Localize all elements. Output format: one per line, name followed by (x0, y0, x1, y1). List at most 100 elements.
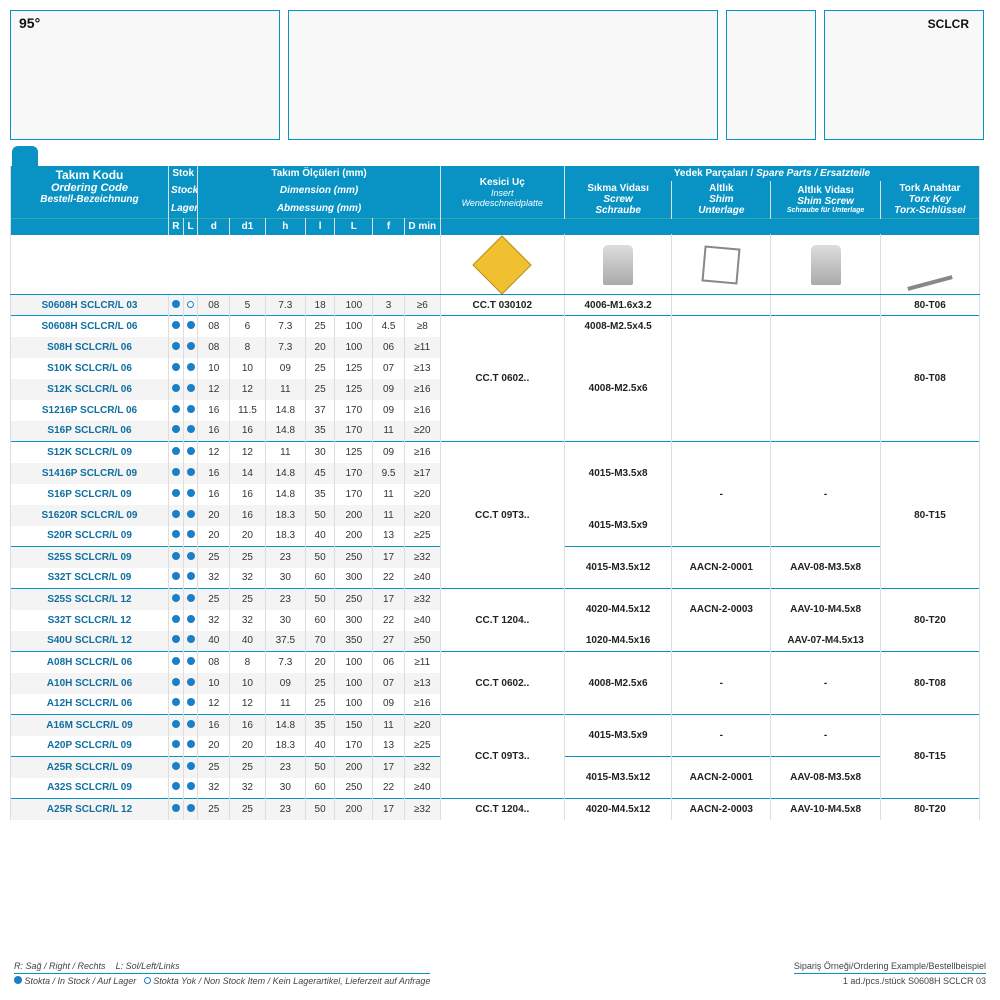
dim-d: 20 (198, 526, 230, 547)
stock-l (183, 589, 198, 610)
dot-full-icon (172, 510, 180, 518)
stock-r (168, 715, 183, 736)
dim-ll: 25 (305, 673, 334, 694)
icon-row (11, 235, 980, 295)
hdr-insert: Kesici Uç Insert Wendeschneidplatte (440, 166, 564, 219)
spare-torx: 80-T15 (880, 442, 979, 589)
ordering-code: S0608H SCLCR/L 03 (11, 295, 169, 316)
stock-r (168, 610, 183, 631)
spare-shim: AACN-2-0001 (672, 547, 771, 589)
stock-r (168, 526, 183, 547)
dot-full-icon (172, 740, 180, 748)
stock-l (183, 358, 198, 379)
dim-d: 16 (198, 421, 230, 442)
dimension-drawings (288, 10, 718, 140)
spare-shim: AACN-2-0003 (672, 589, 771, 631)
spare-shimscrew: AAV-07-M4.5x13 (771, 631, 881, 652)
dot-full-icon (172, 384, 180, 392)
ordering-code: S32T SCLCR/L 12 (11, 610, 169, 631)
dot-full-icon (172, 530, 180, 538)
dim-f: 9.5 (373, 463, 405, 484)
dim-h: 14.8 (265, 421, 305, 442)
spare-screw: 4015-M3.5x12 (564, 547, 671, 589)
hdr-screw: Sıkma Vidası Screw Schraube (564, 181, 671, 219)
stock-l (183, 337, 198, 358)
dim-L: 200 (335, 505, 373, 526)
dot-hollow-icon (144, 977, 151, 984)
dim-f: 13 (373, 526, 405, 547)
dot-full-icon (172, 468, 180, 476)
table-body: S0608H SCLCR/L 030857.3181003≥6CC.T 0301… (11, 295, 980, 820)
dim-ll: 40 (305, 736, 334, 757)
stock-l (183, 463, 198, 484)
dot-full-icon (172, 678, 180, 686)
dim-d1: 16 (230, 505, 266, 526)
spare-shimscrew: AAV-10-M4.5x8 (771, 799, 881, 820)
hdr-ordering-code: Takım Kodu Ordering Code Bestell-Bezeich… (11, 166, 169, 219)
dot-full-icon (172, 594, 180, 602)
stock-r (168, 358, 183, 379)
dim-dmin: ≥8 (404, 316, 440, 337)
dot-full-icon (187, 510, 195, 518)
dim-h: 30 (265, 778, 305, 799)
dim-d1: 25 (230, 547, 266, 568)
spare-screw: 4015-M3.5x9 (564, 505, 671, 547)
dim-ll: 50 (305, 505, 334, 526)
dim-L: 250 (335, 547, 373, 568)
dot-full-icon (172, 804, 180, 812)
ordering-code: A12H SCLCR/L 06 (11, 694, 169, 715)
spare-screw: 1020-M4.5x16 (564, 631, 671, 652)
dim-h: 7.3 (265, 316, 305, 337)
spare-shimscrew: AAV-10-M4.5x8 (771, 589, 881, 631)
stock-l (183, 631, 198, 652)
dim-f: 11 (373, 715, 405, 736)
dim-L: 170 (335, 400, 373, 421)
dot-full-icon (172, 300, 180, 308)
stock-l (183, 568, 198, 589)
table-row: S0608H SCLCR/L 030857.3181003≥6CC.T 0301… (11, 295, 980, 316)
stock-r (168, 421, 183, 442)
dim-d1: 20 (230, 526, 266, 547)
table-row: A08H SCLCR/L 060887.32010006≥11CC.T 0602… (11, 652, 980, 673)
hdr-shim-screw: Altlık Vidası Shim Screw Schraube für Un… (771, 181, 881, 219)
dot-full-icon (187, 572, 195, 580)
dim-d1: 6 (230, 316, 266, 337)
dim-L: 300 (335, 568, 373, 589)
dim-L: 100 (335, 295, 373, 316)
stock-r (168, 673, 183, 694)
stock-r (168, 799, 183, 820)
stock-l (183, 778, 198, 799)
spare-screw: 4015-M3.5x8 (564, 442, 671, 505)
legend-left: L: Sol/Left/Links (116, 961, 180, 971)
dim-ll: 50 (305, 589, 334, 610)
dim-h: 09 (265, 358, 305, 379)
stock-r (168, 400, 183, 421)
stock-l (183, 547, 198, 568)
dim-h: 18.3 (265, 736, 305, 757)
dim-d1: 12 (230, 442, 266, 463)
stock-r (168, 316, 183, 337)
dim-L: 200 (335, 526, 373, 547)
spare-shimscrew (771, 295, 881, 316)
dim-d1: 12 (230, 694, 266, 715)
dot-full-icon (187, 468, 195, 476)
stock-r (168, 463, 183, 484)
spare-insert: CC.T 1204.. (440, 799, 564, 820)
dim-d1: 40 (230, 631, 266, 652)
stock-l (183, 505, 198, 526)
dim-ll: 25 (305, 694, 334, 715)
dim-L: 300 (335, 610, 373, 631)
dim-h: 7.3 (265, 337, 305, 358)
dim-d1: 32 (230, 610, 266, 631)
stock-r (168, 778, 183, 799)
dim-f: 11 (373, 421, 405, 442)
dim-L: 170 (335, 484, 373, 505)
dim-d1: 10 (230, 673, 266, 694)
dim-h: 14.8 (265, 400, 305, 421)
dim-h: 14.8 (265, 715, 305, 736)
dim-d1: 14 (230, 463, 266, 484)
dim-dmin: ≥6 (404, 295, 440, 316)
dim-d1: 5 (230, 295, 266, 316)
dim-d: 20 (198, 736, 230, 757)
dim-ll: 40 (305, 526, 334, 547)
